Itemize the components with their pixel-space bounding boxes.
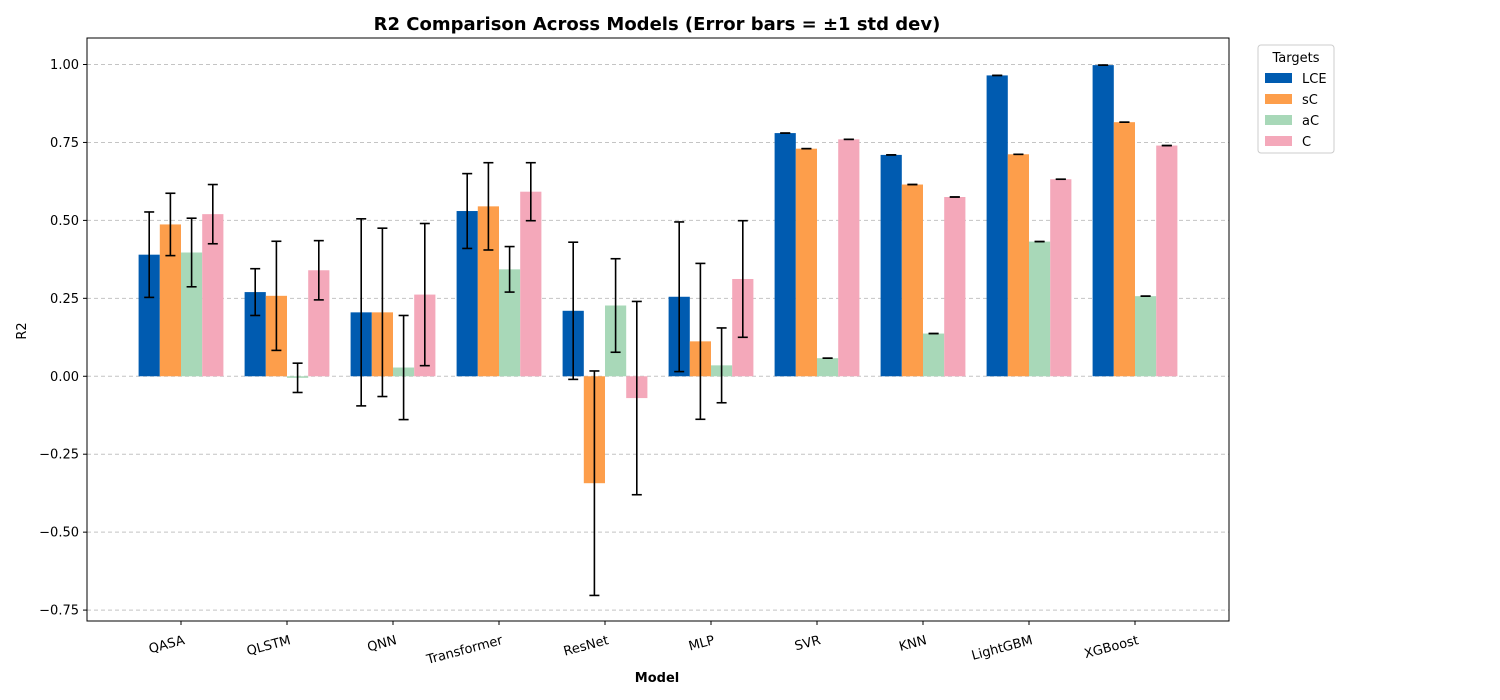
bar-ac-svr <box>817 358 839 377</box>
bar-lce-lightgbm <box>986 75 1008 377</box>
legend-swatch-sc <box>1265 94 1292 104</box>
x-tick-label: KNN <box>897 633 928 655</box>
bar-lce-xgboost <box>1092 65 1114 377</box>
x-tick-label: QLSTM <box>245 633 292 659</box>
bar-ac-transformer <box>499 269 521 377</box>
bar-sc-xgboost <box>1113 122 1135 377</box>
bar-c-svr <box>838 139 860 377</box>
y-tick-label: 0.25 <box>50 292 79 307</box>
y-tick-label: 0.75 <box>50 136 79 151</box>
legend-label-c: C <box>1302 135 1311 150</box>
x-tick-label: QNN <box>366 633 399 655</box>
legend-title: Targets <box>1272 51 1320 66</box>
bar-sc-qasa <box>159 224 181 377</box>
x-tick-label: QASA <box>147 633 186 657</box>
bar-ac-knn <box>923 333 945 377</box>
x-axis-label: Model <box>635 671 679 686</box>
legend-swatch-c <box>1265 136 1292 146</box>
x-tick-label: XGBoost <box>1083 633 1141 662</box>
bar-sc-svr <box>795 148 817 377</box>
y-tick-label: 0.50 <box>50 214 79 229</box>
bars-group <box>138 65 1178 484</box>
bar-c-knn <box>944 197 966 377</box>
x-tick-label: LightGBM <box>970 633 1034 664</box>
legend-label-lce: LCE <box>1302 72 1327 87</box>
legend: Targets LCE sC aC C <box>1257 44 1335 154</box>
bar-lce-knn <box>880 154 902 377</box>
x-axis: QASA QLSTM QNN Transformer ResNet MLP SVR KNN Li… <box>147 621 1140 668</box>
legend-swatch-ac <box>1265 115 1292 125</box>
y-tick-label: −0.25 <box>39 448 79 463</box>
bar-sc-transformer <box>477 206 499 377</box>
y-tick-label: 1.00 <box>50 58 79 73</box>
bar-lce-qasa <box>138 254 160 377</box>
y-tick-label: −0.75 <box>39 604 79 619</box>
legend-swatch-lce <box>1265 73 1292 83</box>
x-tick-label: Transformer <box>424 633 505 668</box>
chart-title: R2 Comparison Across Models (Error bars … <box>374 14 941 35</box>
legend-label-ac: aC <box>1302 114 1319 129</box>
bar-lce-transformer <box>456 211 478 377</box>
bar-sc-lightgbm <box>1007 154 1029 377</box>
bar-c-xgboost <box>1156 145 1178 377</box>
y-tick-label: 0.00 <box>50 370 79 385</box>
x-tick-label: SVR <box>793 633 822 654</box>
bar-c-transformer <box>520 191 542 377</box>
x-tick-label: ResNet <box>562 633 610 659</box>
bar-ac-lightgbm <box>1029 241 1051 377</box>
legend-label-sc: sC <box>1302 93 1318 108</box>
plot-area-frame <box>86 37 1230 622</box>
bar-ac-qasa <box>181 252 203 377</box>
legend-frame <box>1257 44 1335 154</box>
bar-lce-svr <box>774 133 796 377</box>
bar-c-qasa <box>202 214 224 377</box>
x-tick-label: MLP <box>687 633 716 654</box>
y-axis: −0.75 −0.50 −0.25 0.00 0.25 0.50 0.75 1.00 <box>39 58 87 619</box>
bar-c-qlstm <box>308 270 330 377</box>
bar-c-lightgbm <box>1050 179 1072 377</box>
bar-ac-xgboost <box>1135 296 1157 377</box>
error-bars-group <box>144 64 1172 597</box>
y-tick-label: −0.50 <box>39 526 79 541</box>
y-axis-label: R2 <box>15 322 30 339</box>
bar-sc-knn <box>901 184 923 377</box>
bar-lce-qlstm <box>244 292 266 377</box>
